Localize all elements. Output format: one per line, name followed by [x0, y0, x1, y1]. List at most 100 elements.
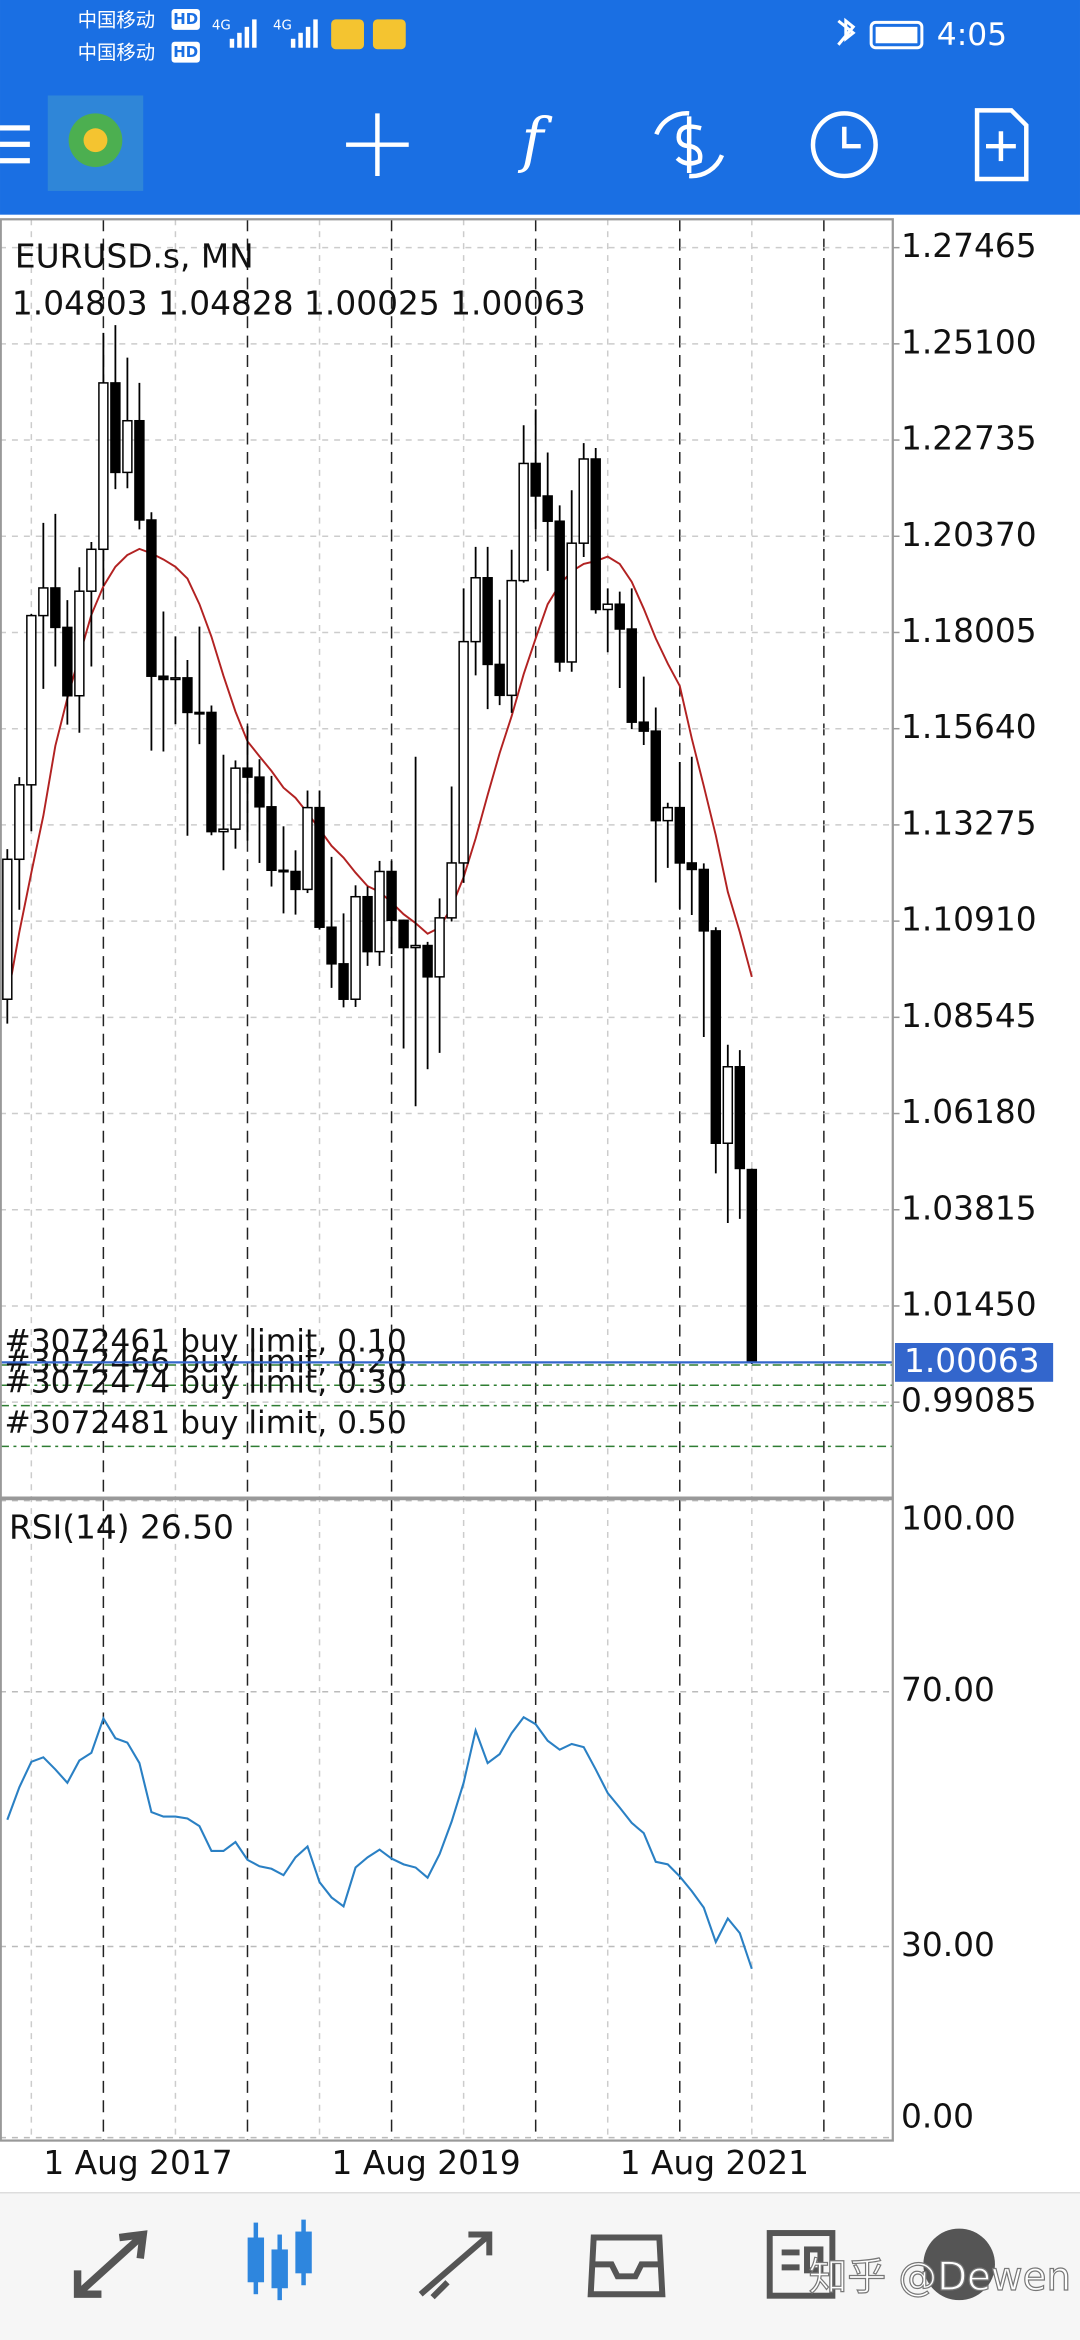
- candle-body: [62, 626, 73, 697]
- period-button[interactable]: [810, 111, 878, 179]
- candle-body: [410, 944, 421, 949]
- candle-body: [50, 587, 61, 629]
- candle-body: [470, 577, 481, 643]
- candle-body: [626, 628, 637, 723]
- candle-body: [254, 776, 265, 808]
- chart-frame: [0, 218, 894, 2142]
- history-tab[interactable]: [587, 2234, 666, 2298]
- candle-body: [482, 577, 493, 666]
- candle-body: [554, 520, 565, 663]
- hd-label: HD: [173, 10, 198, 28]
- candle-body: [290, 870, 301, 891]
- messages-tab[interactable]: [923, 2228, 995, 2301]
- y-tick-label: 1.27465: [901, 227, 1037, 265]
- hd-badge: [171, 8, 200, 30]
- y-tick-label: 0.99085: [901, 1382, 1037, 1420]
- carrier: 中国移动: [78, 8, 156, 31]
- candle-body: [422, 944, 433, 978]
- candle-body: [518, 462, 529, 582]
- candle-body: [746, 1168, 758, 1364]
- candle-body: [302, 806, 313, 891]
- candle-body: [218, 828, 229, 833]
- candle-body: [14, 784, 25, 861]
- y-tick-label: 100.00: [901, 1500, 1016, 1538]
- candle-body: [170, 677, 181, 681]
- open-value: 1.04803: [12, 284, 148, 322]
- candle-body: [206, 711, 217, 833]
- candle-body: [194, 711, 205, 715]
- candle-body: [722, 1066, 734, 1144]
- status-bar: 中国移动 HD 中国移动 HD 4G 4G 4:05: [78, 8, 1008, 64]
- candle-body: [182, 677, 193, 714]
- y-tick-label: 1.20370: [901, 516, 1037, 554]
- candle-body: [110, 382, 121, 474]
- candle-body: [338, 963, 349, 1000]
- rsi-line: [6, 1715, 753, 1970]
- trade-tab[interactable]: [418, 2231, 493, 2300]
- candle-body: [134, 419, 145, 521]
- candle-body: [278, 869, 289, 873]
- candle-body: [590, 458, 601, 611]
- crosshair-button[interactable]: [346, 113, 409, 177]
- close-value: 1.00063: [450, 284, 586, 322]
- candle-body: [266, 806, 277, 872]
- candle-body: [602, 603, 613, 611]
- bid-label: 1.00063: [904, 1342, 1040, 1380]
- candle-body: [638, 721, 649, 732]
- chart-bg: [0, 214, 1080, 2193]
- candle-body: [362, 895, 373, 953]
- low-value: 1.00025: [304, 284, 440, 322]
- y-tick-label: 1.18005: [901, 612, 1037, 650]
- candle-body: [98, 382, 109, 551]
- watermark: 知乎 @Dewen: [809, 2255, 1071, 2300]
- new-order-button[interactable]: [974, 108, 1029, 182]
- quotes-tab[interactable]: [73, 2230, 148, 2298]
- candle-body: [158, 675, 169, 681]
- battery-level: [875, 26, 918, 44]
- y-tick-label: 0.00: [901, 2098, 974, 2136]
- bid-label-bg: [895, 1343, 1054, 1382]
- hd-label: HD: [173, 43, 198, 61]
- chart: 1.27465 1.25100 1.22735 1.20370 1.18005 1.156…: [0, 219, 1054, 2182]
- bluetooth-icon: [837, 17, 856, 46]
- candle-body: [242, 767, 253, 778]
- candle-body: [542, 495, 553, 522]
- candle-body: [494, 663, 505, 697]
- candle-body: [74, 590, 85, 697]
- y-tick-label: 70.00: [901, 1671, 995, 1709]
- candle-body: [710, 930, 722, 1144]
- y-tick-label: 1.15640: [901, 708, 1037, 746]
- candle-body: [578, 458, 589, 544]
- battery-icon: [869, 20, 924, 50]
- symbols-button[interactable]: [654, 111, 725, 179]
- signal: [290, 19, 318, 48]
- chart-tab[interactable]: [247, 2219, 312, 2301]
- news-tab[interactable]: [766, 2230, 836, 2299]
- candle-body: [458, 640, 469, 864]
- candle-body: [326, 926, 337, 965]
- high-value: 1.04828: [158, 284, 294, 322]
- chart-title: EURUSD.s, MN: [15, 238, 254, 276]
- carrier: 中国移动: [78, 41, 156, 64]
- network: 4G: [212, 18, 231, 33]
- candle-body: [122, 419, 133, 474]
- app-icon-coin: [83, 128, 108, 153]
- y-tick-label: 1.22735: [901, 420, 1037, 458]
- candle-body: [434, 917, 445, 978]
- network: 4G: [273, 18, 292, 33]
- x-tick-label: 1 Aug 2019: [332, 2144, 521, 2182]
- ohlc-readout: 1.04803 1.04828 1.00025 1.00063: [12, 284, 586, 322]
- candle-body: [146, 519, 157, 677]
- y-tick-label: 1.13275: [901, 804, 1037, 842]
- menu-button[interactable]: [0, 125, 30, 164]
- candle-body: [686, 862, 697, 871]
- candle-body: [506, 579, 517, 697]
- y-tick-label: 1.25100: [901, 323, 1037, 361]
- order-label: #3072481 buy limit, 0.50: [4, 1405, 406, 1441]
- candle-body: [566, 542, 577, 663]
- candle-body: [674, 806, 685, 864]
- candle-body: [662, 806, 673, 822]
- candle-body: [38, 587, 49, 617]
